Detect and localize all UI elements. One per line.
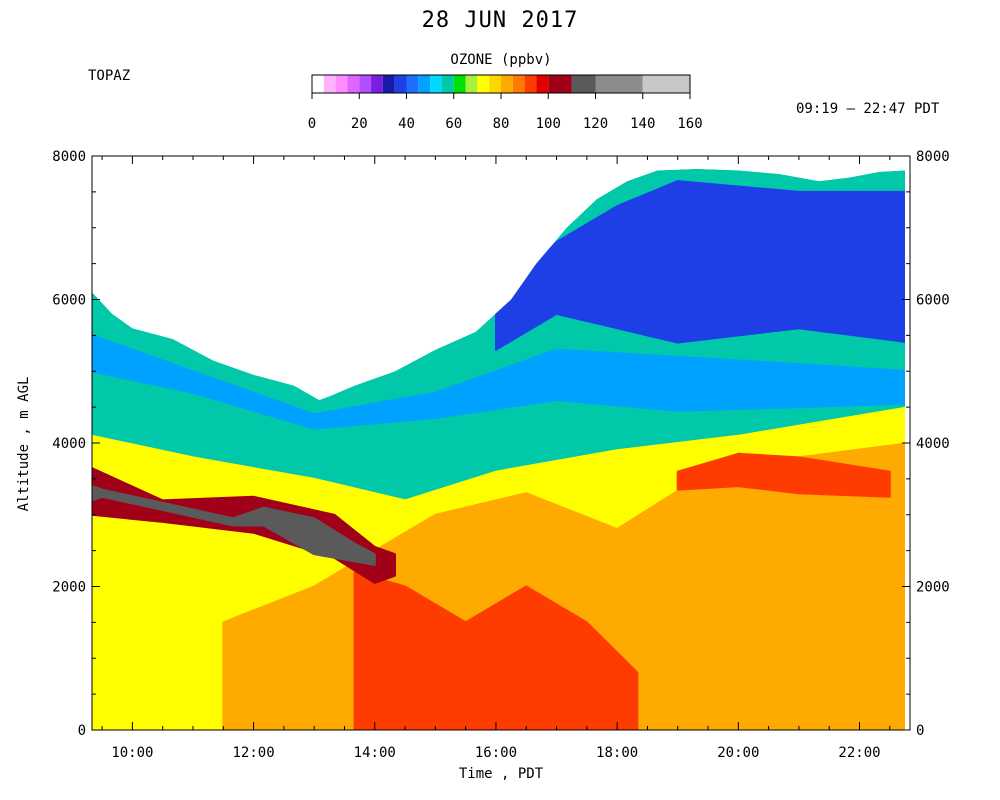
colorbar-bin-7	[394, 75, 407, 93]
colorbar-bin-2	[335, 75, 348, 93]
colorbar-tick-label-1: 20	[351, 116, 368, 132]
colorbar-bin-22	[595, 75, 643, 93]
colorbar-bin-13	[465, 75, 478, 93]
time-range-label: 09:19 – 22:47 PDT	[796, 101, 940, 117]
colorbar-bin-18	[524, 75, 537, 93]
y-tick-label-right-0: 0	[916, 723, 924, 739]
chart-title: 28 JUN 2017	[421, 8, 579, 33]
colorbar-bin-14	[477, 75, 490, 93]
colorbar: 0 20 40 60 80 100 120 140 160	[308, 74, 703, 132]
colorbar-bin-8	[406, 75, 419, 93]
colorbar-bin-5	[371, 75, 383, 93]
axes: 10:00 12:00 14:00 16:00 18:00 20:00 22:00 0 0 200…	[52, 149, 949, 761]
colorbar-tick-label-5: 100	[536, 116, 561, 132]
ozone-layer-4	[353, 571, 639, 730]
x-tick-label-0: 10:00	[111, 745, 153, 761]
y-tick-label-left-2: 4000	[52, 436, 86, 452]
colorbar-tick-label-6: 120	[583, 116, 608, 132]
colorbar-bin-16	[501, 75, 513, 93]
colorbar-bin-6	[382, 75, 395, 93]
colorbar-title: OZONE (ppbv)	[450, 52, 552, 68]
colorbar-tick-label-3: 60	[445, 116, 462, 132]
colorbar-bin-3	[347, 75, 360, 93]
colorbar-bin-4	[359, 75, 372, 93]
ozone-layer-5	[676, 452, 891, 498]
x-axis-label: Time , PDT	[458, 766, 544, 782]
colorbar-bin-23	[642, 75, 690, 93]
x-tick-label-6: 22:00	[838, 745, 880, 761]
ozone-layer-0	[92, 334, 905, 430]
x-tick-label-4: 18:00	[596, 745, 638, 761]
x-tick-label-5: 20:00	[717, 745, 759, 761]
y-tick-label-left-1: 2000	[52, 580, 86, 596]
ozone-layer-1	[495, 180, 905, 351]
colorbar-bin-20	[548, 75, 572, 93]
station-label: TOPAZ	[88, 68, 131, 84]
ozone-layer-7	[92, 485, 376, 566]
y-tick-label-left-4: 8000	[52, 149, 86, 165]
colorbar-tick-label-8: 160	[677, 116, 702, 132]
y-tick-label-left-3: 6000	[52, 293, 86, 309]
colorbar-tick-label-2: 40	[398, 116, 415, 132]
colorbar-bin-21	[571, 75, 596, 93]
colorbar-bin-17	[512, 75, 525, 93]
y-tick-label-right-1: 2000	[916, 580, 950, 596]
x-tick-label-2: 14:00	[354, 745, 396, 761]
colorbar-bin-0	[312, 75, 324, 93]
y-tick-label-right-2: 4000	[916, 436, 950, 452]
colorbar-bin-1	[323, 75, 336, 93]
colorbar-bin-9	[418, 75, 431, 93]
colorbar-tick-label-7: 140	[630, 116, 655, 132]
y-tick-label-left-0: 0	[78, 723, 86, 739]
colorbar-bin-15	[489, 75, 501, 93]
y-tick-label-right-4: 8000	[916, 149, 950, 165]
x-tick-label-1: 12:00	[233, 745, 275, 761]
colorbar-bin-10	[430, 75, 442, 93]
plot-area	[92, 168, 905, 730]
colorbar-bin-19	[536, 75, 549, 93]
colorbar-bin-12	[453, 75, 466, 93]
y-tick-label-right-3: 6000	[916, 293, 950, 309]
x-tick-label-3: 16:00	[475, 745, 517, 761]
colorbar-tick-label-0: 0	[308, 116, 316, 132]
colorbar-tick-label-4: 80	[493, 116, 510, 132]
colorbar-bin-11	[441, 75, 454, 93]
